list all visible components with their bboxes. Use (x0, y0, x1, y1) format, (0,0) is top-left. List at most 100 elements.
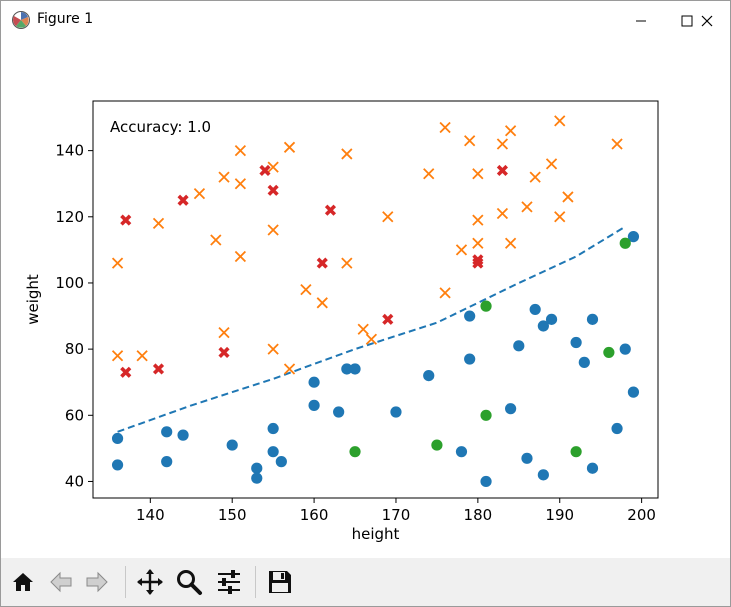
data-point (586, 313, 599, 325)
back-button[interactable] (45, 566, 77, 598)
data-point (251, 462, 263, 474)
data-point (267, 422, 279, 435)
x-tick-label: 190 (545, 506, 574, 524)
y-tick-label: 40 (65, 472, 84, 490)
data-point (193, 187, 206, 200)
data-point (365, 333, 378, 345)
forward-button[interactable] (81, 566, 113, 598)
data-point (570, 336, 582, 349)
data-point (513, 340, 525, 352)
figure-canvas[interactable]: 140 150 160 170 180 190 200 40 60 80 100 120 140 hei… (1, 40, 730, 558)
data-point (455, 446, 468, 458)
data-point (267, 184, 279, 196)
data-point (120, 366, 132, 378)
save-button[interactable] (264, 566, 296, 598)
navigation-toolbar (1, 558, 730, 606)
data-point (537, 469, 549, 481)
zoom-button[interactable] (173, 566, 205, 598)
data-point (111, 432, 124, 445)
move-icon (137, 569, 163, 595)
data-point (480, 475, 492, 488)
data-point (521, 452, 533, 464)
data-point (218, 326, 230, 339)
data-point (218, 171, 230, 183)
data-point (152, 363, 165, 375)
data-point (136, 350, 148, 362)
data-point (177, 194, 189, 206)
y-tick-label: 140 (55, 142, 84, 160)
data-point (390, 406, 402, 418)
data-point (316, 297, 328, 309)
data-point (619, 343, 631, 355)
floppy-disk-icon (269, 571, 291, 593)
data-point (218, 346, 230, 359)
data-point (300, 283, 312, 296)
data-point (464, 353, 476, 365)
data-point (578, 356, 590, 368)
data-point (341, 257, 353, 269)
x-tick-label: 140 (136, 506, 165, 524)
data-point (611, 422, 623, 435)
y-tick-label: 60 (65, 406, 84, 424)
data-point (283, 141, 296, 153)
data-point (251, 472, 263, 484)
data-point (537, 320, 549, 332)
data-point (611, 138, 623, 150)
data-point (267, 224, 279, 236)
toolbar-separator (125, 566, 126, 598)
data-point (357, 323, 369, 335)
data-point (226, 439, 238, 451)
data-point (472, 168, 484, 180)
data-point (234, 144, 247, 157)
data-point (308, 376, 320, 388)
configure-subplots-button[interactable] (213, 566, 245, 598)
data-point (627, 231, 640, 243)
y-axis-label: weight (24, 274, 42, 325)
decision-boundary-line (117, 225, 626, 433)
data-point (382, 313, 394, 325)
y-tick-label: 120 (55, 208, 84, 226)
data-point (504, 237, 517, 249)
data-point (341, 148, 353, 160)
data-point (111, 459, 124, 471)
data-point (472, 214, 484, 226)
data-point (423, 168, 435, 180)
x-tick-label: 150 (218, 506, 247, 524)
x-tick-label: 160 (300, 506, 329, 524)
data-point (504, 125, 517, 137)
data-point (496, 207, 509, 220)
data-point (152, 217, 165, 230)
maximize-icon (681, 15, 693, 26)
axes-frame (92, 100, 659, 499)
data-point (496, 164, 508, 177)
data-point (603, 346, 615, 359)
data-point (619, 237, 631, 249)
data-point (308, 399, 320, 411)
pan-button[interactable] (134, 566, 166, 598)
toolbar-separator (255, 566, 256, 598)
data-point (439, 121, 451, 134)
data-point (496, 138, 509, 150)
data-point (382, 211, 394, 223)
data-point (316, 257, 328, 269)
data-point (455, 244, 468, 256)
data-point (111, 257, 124, 269)
sliders-icon (218, 570, 240, 594)
minimize-icon (636, 20, 646, 21)
data-point (111, 350, 124, 362)
data-point (529, 171, 541, 183)
maximize-button[interactable] (664, 1, 710, 40)
close-button[interactable] (684, 1, 730, 40)
data-point (177, 429, 189, 441)
data-point (627, 386, 640, 398)
home-button[interactable] (7, 566, 39, 598)
minimize-button[interactable] (618, 1, 664, 40)
data-point (283, 363, 296, 375)
data-point (480, 409, 492, 421)
data-point (472, 237, 484, 249)
data-point (464, 135, 476, 147)
data-point (545, 313, 558, 325)
data-point (349, 446, 361, 458)
data-point (161, 426, 173, 438)
